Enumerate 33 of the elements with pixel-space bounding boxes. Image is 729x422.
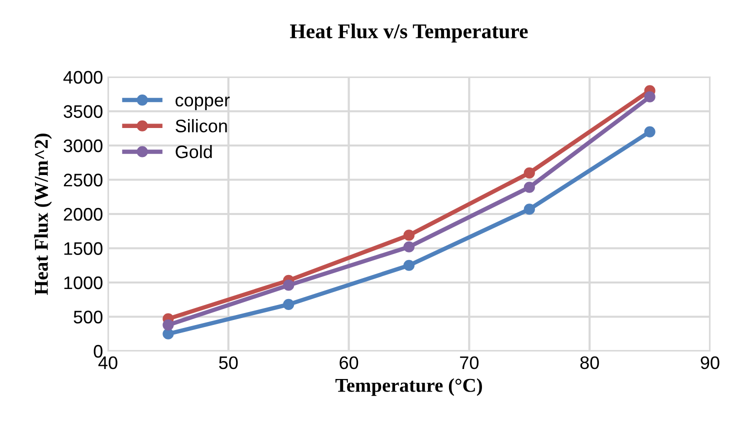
point [162,328,174,340]
point [524,167,535,178]
point [403,230,415,241]
y-tick-label: 2500 [64,174,102,186]
y-tick-label: 3000 [64,139,102,152]
legend-label: copper [176,96,230,110]
point [644,126,656,138]
y-tick-label: 1500 [64,242,102,255]
y-tick-label: 1000 [64,276,102,290]
point [524,204,535,215]
point [403,241,415,252]
y-tick-label: 3500 [64,105,102,118]
x-tick-label: 50 [219,356,238,370]
point [162,319,174,331]
legend-label: Silicon [176,119,227,132]
x-tick-label: 40 [98,356,118,370]
y-tick-label: 0 [94,344,102,358]
point [644,91,656,102]
y-tick-label: 500 [74,310,102,324]
x-tick-label: 90 [700,356,720,370]
point [524,182,535,193]
point [283,298,294,310]
point [283,280,294,291]
x-tick-label: 80 [580,356,599,370]
point [403,260,415,271]
x-tick-label: 70 [460,356,479,370]
x-tick-label: 60 [340,356,358,370]
y-tick-label: 4000 [63,70,102,84]
y-tick-label: 2000 [64,208,102,221]
legend-label: Gold [176,144,212,158]
chart-title: Heat Flux v/s Temperature [290,24,528,43]
y-axis-title: Heat Flux (W/m^2) [34,134,52,295]
x-axis-title: Temperature (°C) [335,378,482,396]
